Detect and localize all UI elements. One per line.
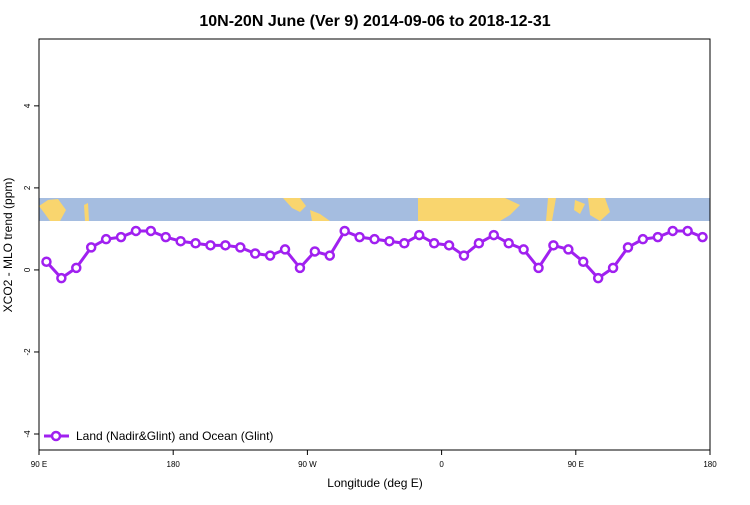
point (339, 225, 350, 237)
point (309, 246, 321, 257)
y-tick-label: 0 (23, 267, 32, 272)
point (533, 262, 544, 274)
point (354, 231, 365, 243)
point (235, 242, 246, 253)
x-tick-label: 0 (439, 460, 444, 469)
point (56, 272, 67, 284)
y-axis-label: XCO2 - MLO trend (ppm) (1, 178, 15, 313)
point (563, 244, 574, 255)
point (130, 225, 142, 237)
point (473, 238, 485, 249)
x-tick-label: 90 E (31, 460, 47, 469)
point (190, 238, 201, 249)
point (41, 256, 52, 267)
point (518, 244, 529, 255)
x-tick-label: 90 E (568, 460, 584, 469)
point (100, 233, 112, 245)
point (249, 248, 261, 259)
point (682, 225, 693, 237)
x-tick-label: 180 (167, 460, 181, 469)
point (488, 229, 500, 241)
point (592, 272, 604, 284)
point (458, 250, 470, 261)
x-axis-label: Longitude (deg E) (327, 476, 422, 490)
x-tick-label: 90 W (298, 460, 317, 469)
point (637, 233, 649, 245)
point (369, 233, 380, 245)
point (413, 229, 425, 241)
point (399, 238, 410, 249)
point (294, 262, 306, 274)
point (384, 235, 395, 247)
plot-frame (38, 38, 711, 451)
map-strip (39, 198, 710, 221)
legend-label: Land (Nadir&Glint) and Ocean (Glint) (76, 429, 273, 443)
legend-marker (50, 430, 62, 442)
point (697, 231, 708, 243)
point (607, 262, 619, 274)
y-tick-label: -2 (23, 348, 32, 356)
point (145, 225, 157, 237)
point (175, 235, 186, 247)
point (622, 242, 634, 253)
point (548, 240, 559, 251)
point (443, 240, 455, 251)
y-tick-label: 2 (23, 185, 32, 190)
x-tick-label: 180 (703, 460, 717, 469)
point (115, 231, 127, 243)
point (279, 244, 291, 255)
point (578, 256, 589, 267)
point (71, 262, 82, 274)
chart-title: 10N-20N June (Ver 9) 2014-09-06 to 2018-… (199, 13, 550, 30)
point (667, 225, 678, 237)
point (428, 238, 440, 249)
point (160, 231, 171, 243)
point (652, 231, 664, 243)
y-tick-label: -4 (23, 430, 32, 438)
point (503, 238, 514, 249)
point (220, 240, 231, 251)
point (85, 242, 97, 253)
point (324, 250, 336, 261)
point (264, 250, 276, 261)
y-tick-label: 4 (23, 103, 32, 108)
point (205, 240, 216, 251)
